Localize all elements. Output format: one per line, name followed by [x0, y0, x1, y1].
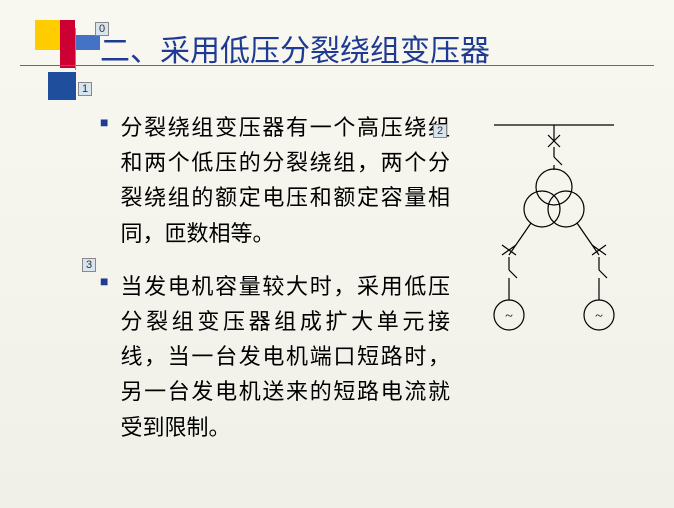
generator-symbol: ~ [505, 309, 513, 324]
annotation-marker: 2 [433, 124, 447, 138]
page-title: 二、采用低压分裂绕组变压器 [100, 26, 490, 70]
bullet-item: ■ 当发电机容量较大时，采用低压分裂组变压器组成扩大单元接线，当一台发电机端口短… [100, 269, 450, 445]
bullet-item: ■ 分裂绕组变压器有一个高压绕组和两个低压的分裂绕组，两个分裂绕组的额定电压和额… [100, 110, 450, 251]
bullet-text: 当发电机容量较大时，采用低压分裂组变压器组成扩大单元接线，当一台发电机端口短路时… [120, 269, 450, 445]
annotation-marker: 1 [78, 82, 92, 96]
annotation-marker: 3 [82, 258, 96, 272]
bullet-marker: ■ [100, 116, 108, 251]
deco-blue-bottom [48, 72, 76, 100]
generator-symbol: ~ [595, 309, 603, 324]
title-vertical-line [75, 28, 76, 70]
bullet-text: 分裂绕组变压器有一个高压绕组和两个低压的分裂绕组，两个分裂绕组的额定电压和额定容… [120, 110, 450, 251]
bullet-marker: ■ [100, 275, 108, 445]
content-area: ■ 分裂绕组变压器有一个高压绕组和两个低压的分裂绕组，两个分裂绕组的额定电压和额… [100, 110, 450, 463]
deco-red [60, 20, 75, 68]
annotation-marker: 0 [95, 22, 109, 36]
deco-blue-top [75, 35, 100, 50]
circuit-diagram: ~ ~ [484, 115, 634, 345]
